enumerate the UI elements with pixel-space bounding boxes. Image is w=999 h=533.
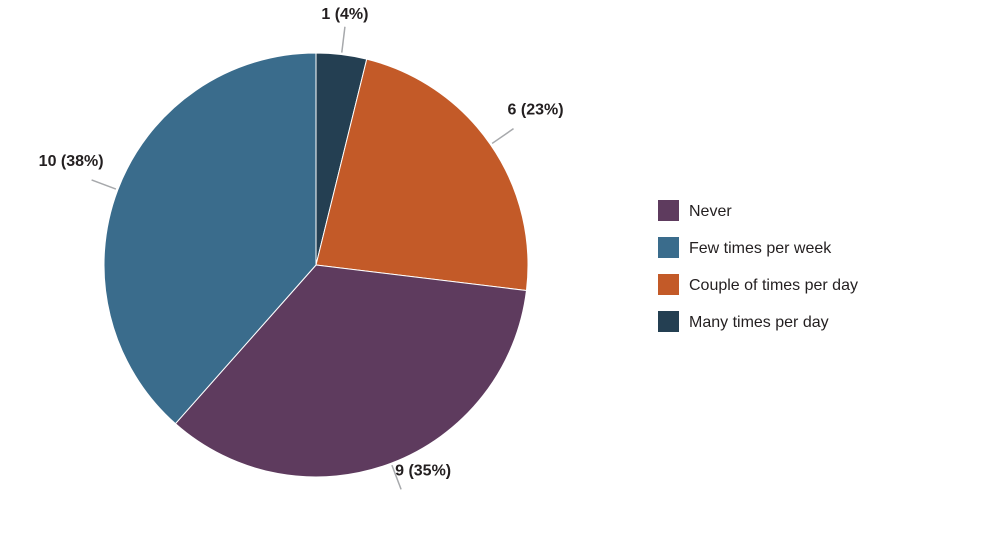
data-labels: 1 (4%) 6 (23%) 9 (35%) 10 (38%) (39, 6, 564, 480)
legend: Never Few times per week Couple of times p… (658, 200, 858, 332)
data-label-never: 9 (35%) (395, 462, 451, 479)
leader-lines (91, 26, 514, 490)
legend-item-never: Never (658, 200, 732, 221)
leader-couple-of-times-per-day (491, 128, 514, 145)
slice-few-times-per-week (103, 52, 317, 425)
data-label-few-times-per-week: 10 (38%) (39, 153, 104, 170)
legend-item-few-times-per-week: Few times per week (658, 237, 832, 258)
legend-label-never: Never (689, 203, 732, 220)
legend-item-many-times-per-day: Many times per day (658, 311, 829, 332)
data-label-many-times-per-day: 1 (4%) (321, 6, 368, 23)
leader-many-times-per-day (341, 26, 346, 53)
legend-swatch-many-times-per-day (658, 311, 679, 332)
legend-swatch-few-times-per-week (658, 237, 679, 258)
slice-never (174, 264, 528, 478)
legend-swatch-couple-of-times-per-day (658, 274, 679, 295)
slice-couple-of-times-per-day (315, 58, 529, 292)
legend-label-couple-of-times-per-day: Couple of times per day (689, 277, 858, 294)
legend-label-many-times-per-day: Many times per day (689, 314, 829, 331)
data-label-couple-of-times-per-day: 6 (23%) (508, 102, 564, 119)
legend-label-few-times-per-week: Few times per week (689, 240, 832, 257)
legend-item-couple-of-times-per-day: Couple of times per day (658, 274, 858, 295)
leader-never (391, 464, 402, 490)
legend-swatch-never (658, 200, 679, 221)
pie-slices (103, 52, 529, 478)
leader-few-times-per-week (91, 179, 117, 190)
